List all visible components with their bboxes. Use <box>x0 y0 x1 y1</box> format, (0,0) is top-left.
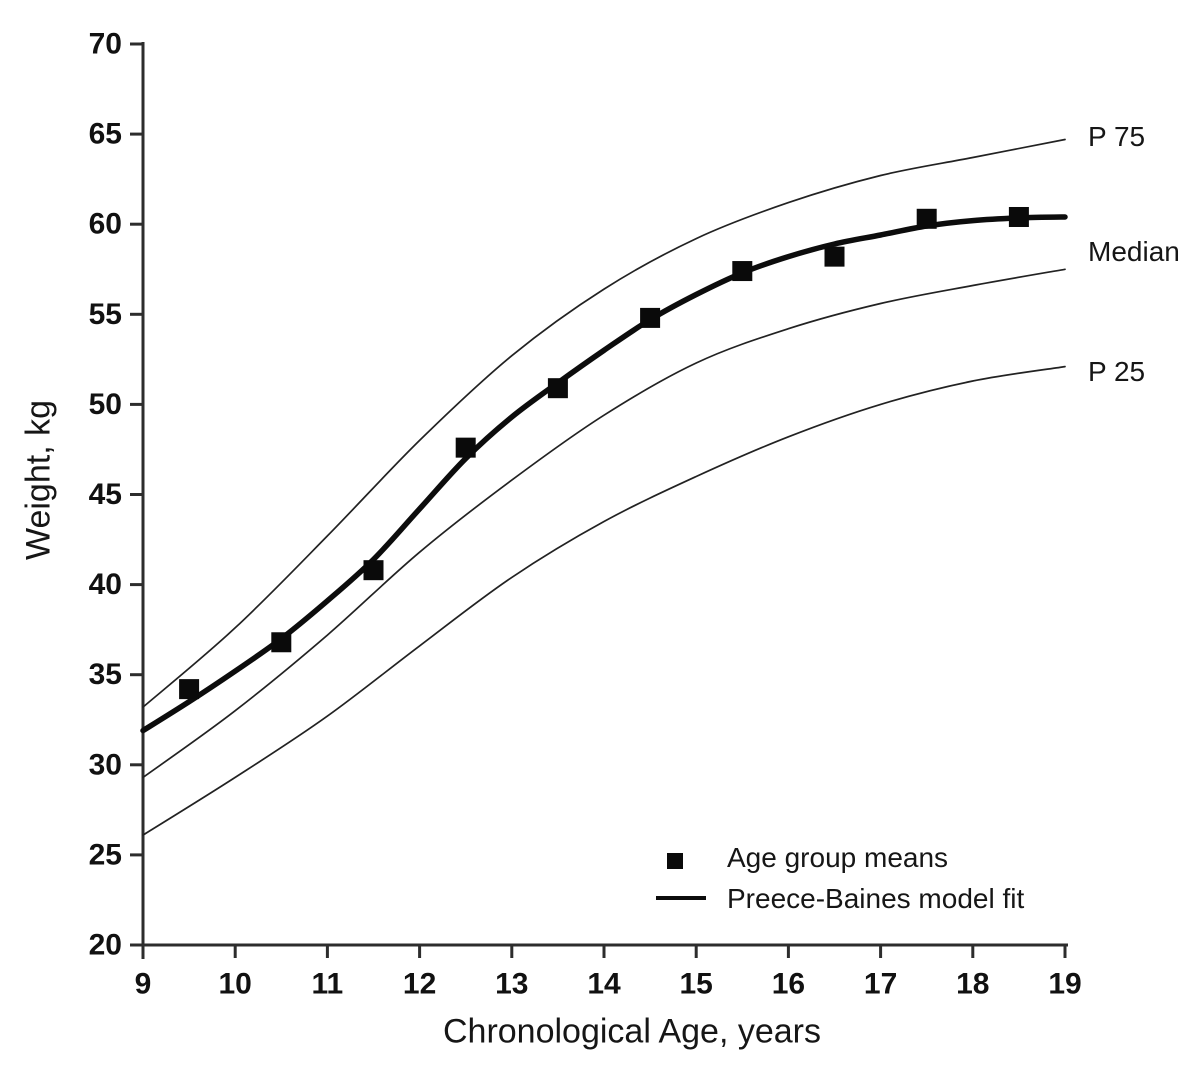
age-group-mean-marker <box>640 307 661 328</box>
y-tick-label: 60 <box>89 208 122 241</box>
y-tick-label: 65 <box>89 118 122 151</box>
y-axis-title: Weight, kg <box>19 399 58 561</box>
percentile-curve <box>142 138 1066 708</box>
y-tick-label: 20 <box>89 929 122 962</box>
y-tick-label: 45 <box>89 478 122 511</box>
age-group-mean-marker <box>732 261 753 282</box>
model-fit-curve <box>140 214 1068 734</box>
y-tick-label: 50 <box>89 388 122 421</box>
median-curve-label: Median <box>1088 236 1180 267</box>
y-tick-label: 35 <box>89 658 122 691</box>
x-tick-label: 10 <box>219 968 252 1001</box>
age-group-mean-marker <box>363 560 384 581</box>
age-group-mean-marker <box>824 246 845 267</box>
p75-curve-label: P 75 <box>1088 121 1146 152</box>
y-tick-label: 40 <box>89 568 122 601</box>
age-group-mean-marker <box>1008 206 1029 227</box>
legend-label-model-fit: Preece-Baines model fit <box>727 883 1025 914</box>
y-tick-label: 55 <box>89 298 122 331</box>
age-group-mean-marker <box>455 437 476 458</box>
x-tick-label: 9 <box>135 968 152 1001</box>
legend-square-marker-icon <box>667 853 683 869</box>
x-axis-title: Chronological Age, years <box>442 1012 822 1051</box>
age-group-mean-marker <box>271 632 292 653</box>
x-tick-label: 15 <box>680 968 713 1001</box>
percentile-curve <box>142 268 1066 779</box>
y-tick-label: 70 <box>89 28 122 61</box>
x-tick-label: 16 <box>772 968 805 1001</box>
age-group-mean-marker <box>179 679 200 700</box>
x-tick-label: 17 <box>864 968 897 1001</box>
percentile-curve <box>142 365 1066 836</box>
x-tick-label: 19 <box>1048 968 1081 1001</box>
x-tick-label: 11 <box>312 968 344 1001</box>
legend-label-age-group-means: Age group means <box>727 842 949 873</box>
age-group-mean-marker <box>916 208 937 229</box>
x-tick-label: 14 <box>587 968 621 1001</box>
x-tick-label: 12 <box>403 968 436 1001</box>
legend-line-sample-icon <box>656 896 706 900</box>
p25-curve-label: P 25 <box>1088 356 1146 387</box>
x-tick-label: 13 <box>495 968 528 1001</box>
age-group-mean-marker <box>547 378 568 399</box>
y-tick-label: 25 <box>89 838 122 871</box>
y-tick-label: 30 <box>89 748 122 781</box>
x-tick-label: 18 <box>956 968 989 1001</box>
